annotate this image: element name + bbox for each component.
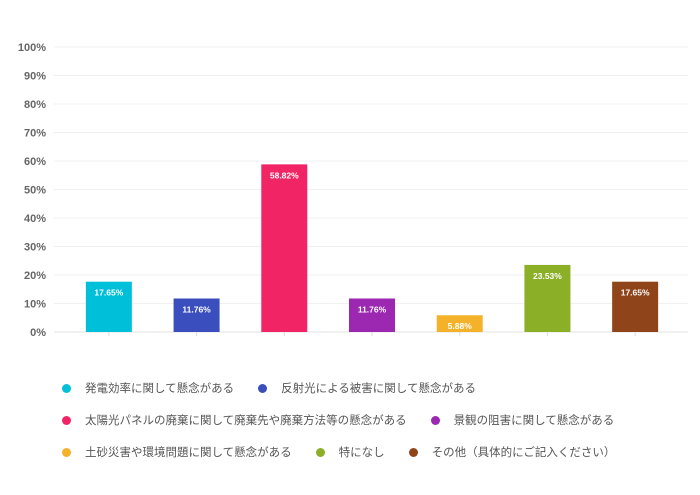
legend-label: 土砂災害や環境問題に関して懸念がある	[85, 445, 292, 459]
legend-label: 反射光による被害に関して懸念がある	[281, 381, 476, 395]
bar	[261, 164, 308, 332]
legend-marker	[62, 415, 71, 425]
data-label: 11.76%	[358, 304, 387, 314]
bar	[436, 315, 483, 332]
y-tick-label: 20%	[24, 270, 46, 282]
bar	[524, 264, 571, 332]
legend-label: 特になし	[338, 445, 385, 459]
data-label: 58.82%	[270, 170, 299, 180]
legend-marker	[62, 383, 71, 393]
y-tick-label: 30%	[24, 242, 46, 254]
bar	[85, 281, 132, 332]
legend-label: 太陽光パネルの廃棄に関して廃棄先や廃棄方法等の懸念がある	[85, 413, 407, 427]
legend-marker	[258, 383, 268, 393]
legend-label: 発電効率に関して懸念がある	[85, 381, 235, 395]
y-tick-label: 0%	[30, 327, 46, 339]
bar	[612, 281, 659, 332]
bar	[349, 298, 395, 332]
legend-marker	[430, 415, 440, 425]
y-tick-label: 40%	[24, 213, 46, 225]
data-label: 23.53%	[533, 271, 562, 281]
data-label: 11.76%	[182, 304, 211, 314]
legend-item[interactable]: 反射光による被害に関して懸念がある	[258, 380, 476, 396]
legend-item[interactable]: 特になし	[315, 444, 385, 460]
data-label: 17.65%	[94, 288, 123, 298]
legend-marker	[408, 447, 418, 457]
data-label: 5.88%	[448, 321, 473, 331]
data-label: 17.65%	[621, 288, 650, 298]
legend-marker	[62, 447, 71, 457]
y-tick-label: 70%	[24, 128, 46, 140]
legend-item[interactable]: 太陽光パネルの廃棄に関して廃棄先や廃棄方法等の懸念がある	[62, 412, 407, 428]
legend-item[interactable]: 土砂災害や環境問題に関して懸念がある	[62, 444, 292, 460]
y-tick-label: 50%	[24, 185, 46, 197]
y-tick-label: 10%	[24, 299, 46, 311]
legend: 発電効率に関して懸念がある 反射光による被害に関して懸念がある太陽光パネルの廃棄に…	[62, 372, 662, 468]
legend-label: その他（具体的にご記入ください）	[431, 445, 616, 459]
legend-item[interactable]: 発電効率に関して懸念がある	[62, 380, 234, 396]
legend-row: 土砂災害や環境問題に関して懸念がある 特になし その他（具体的にご記入ください）	[62, 436, 662, 468]
legend-row: 発電効率に関して懸念がある 反射光による被害に関して懸念がある	[62, 372, 662, 404]
y-tick-label: 80%	[24, 99, 46, 111]
legend-item[interactable]: 景観の阻害に関して懸念がある	[430, 412, 615, 428]
y-tick-label: 100%	[18, 42, 46, 54]
legend-label: 景観の阻害に関して懸念がある	[453, 413, 615, 427]
legend-row: 太陽光パネルの廃棄に関して廃棄先や廃棄方法等の懸念がある 景観の阻害に関して懸念が…	[62, 404, 662, 436]
bar	[173, 298, 220, 332]
legend-marker	[315, 447, 325, 457]
y-tick-label: 90%	[24, 71, 46, 83]
legend-item[interactable]: その他（具体的にご記入ください）	[408, 444, 616, 460]
y-tick-label: 60%	[24, 156, 46, 168]
bar-chart: 0% 10% 20% 30% 40% 50% 60% 70% 80% 90% 100% 17.65% 1…	[18, 42, 688, 339]
